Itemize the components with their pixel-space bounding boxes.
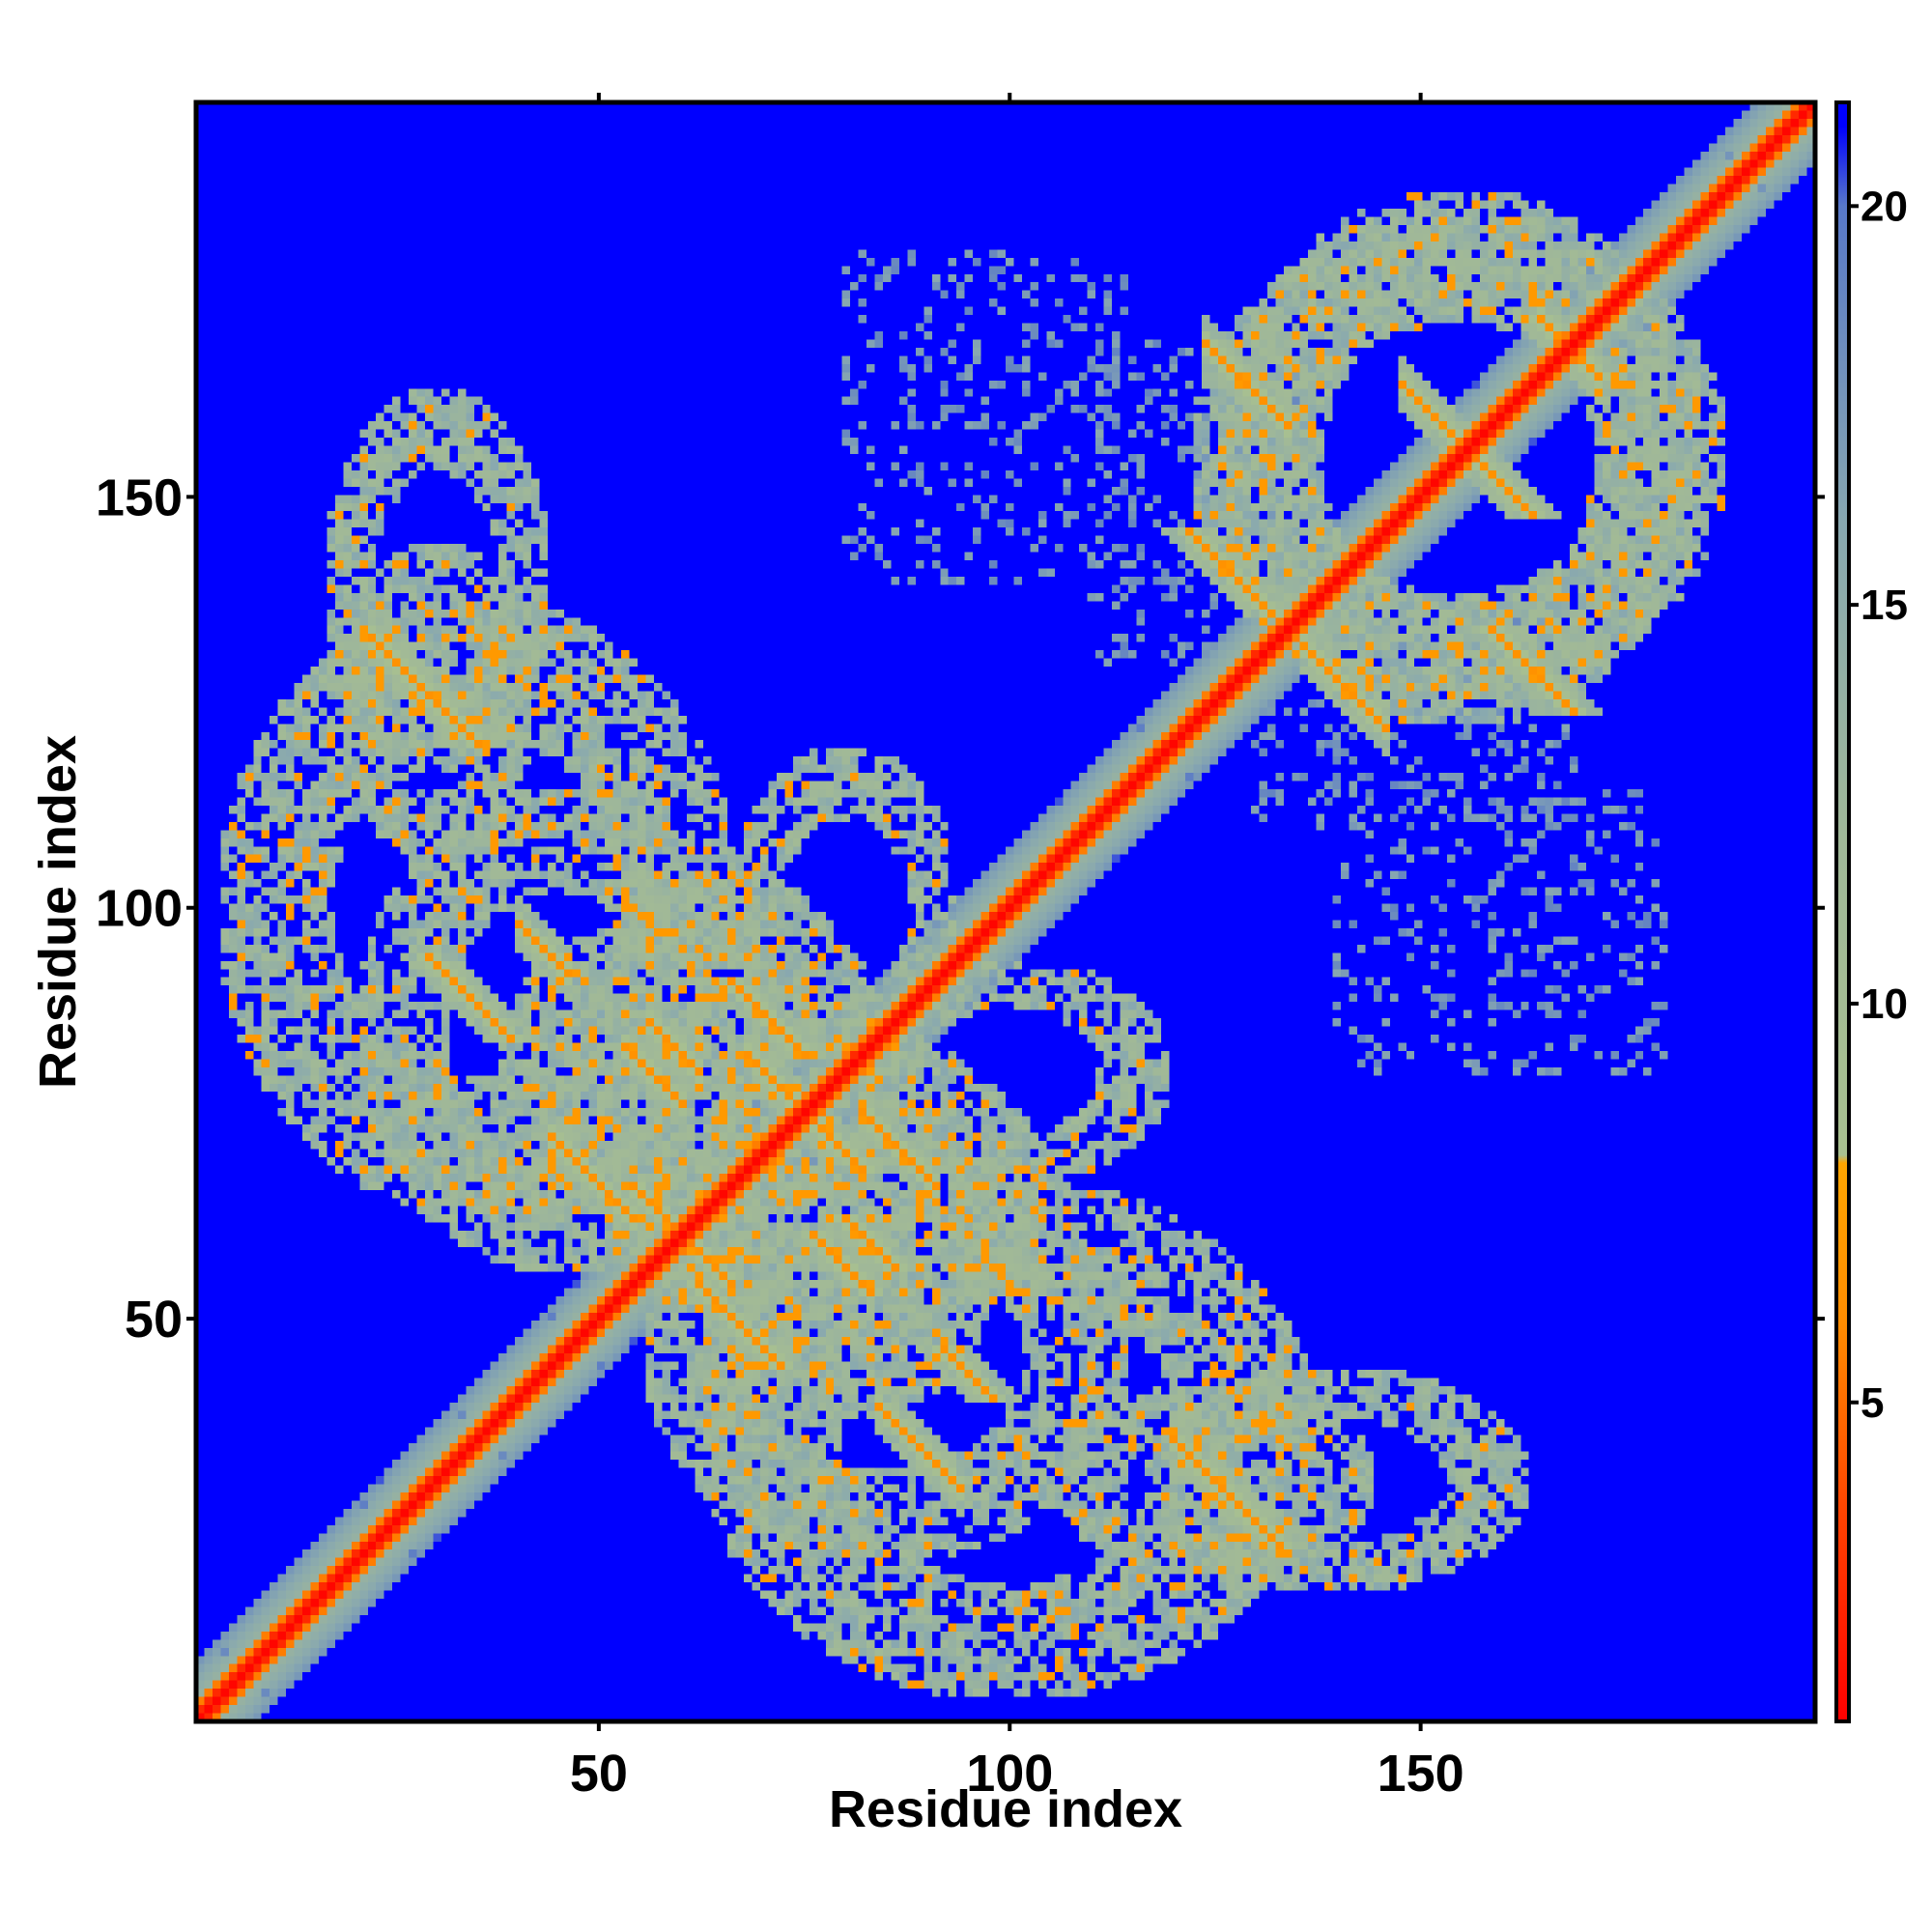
- y-tick-label: 150: [96, 469, 183, 526]
- heatmap-plot-area: [193, 99, 1818, 1724]
- colorbar-tick-label: 10: [1861, 980, 1908, 1028]
- colorbar-ticks: 5 10 15 20: [1849, 183, 1908, 1427]
- y-axis-label: Residue index: [29, 735, 87, 1089]
- colorbar-gradient: [1834, 100, 1851, 1723]
- top-axis-ticks: [596, 93, 1423, 102]
- x-tick-label: 150: [1378, 1745, 1464, 1803]
- x-tick-label: 100: [966, 1745, 1053, 1803]
- y-axis-ticks: 50 100 150: [96, 469, 196, 1349]
- colorbar-tick-label: 20: [1861, 183, 1908, 230]
- y-tick-label: 100: [96, 880, 183, 938]
- x-axis-ticks: 50 100 150: [570, 1721, 1464, 1803]
- y-tick-label: 50: [125, 1291, 183, 1349]
- x-axis-label: Residue index: [829, 1780, 1182, 1838]
- right-axis-ticks: [1815, 495, 1825, 1321]
- colorbar: 5 10 15 20: [1834, 100, 1908, 1723]
- colorbar-tick-label: 15: [1861, 582, 1908, 629]
- plot-frame: [193, 99, 1818, 1724]
- colorbar-tick-label: 5: [1861, 1379, 1884, 1427]
- heatmap-cells: [196, 102, 1815, 1721]
- x-tick-label: 50: [570, 1745, 628, 1803]
